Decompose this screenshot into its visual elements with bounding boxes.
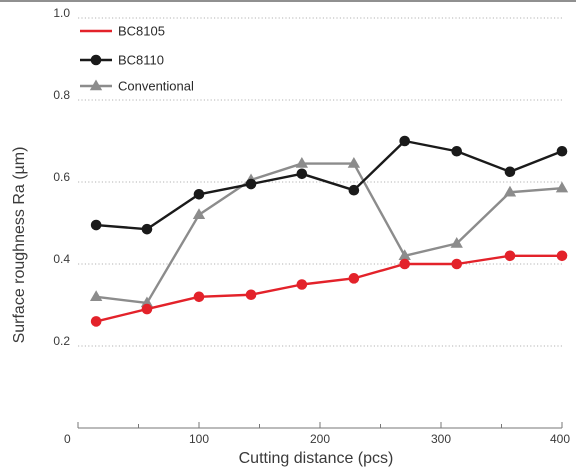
series-group xyxy=(89,135,569,327)
data-point-bc8110-5 xyxy=(348,184,360,196)
legend-label-conventional: Conventional xyxy=(118,79,194,94)
data-point-conventional-1 xyxy=(140,296,154,308)
data-point-bc8105-9 xyxy=(556,250,568,262)
series-bc8110 xyxy=(90,135,568,235)
legend-label-bc8105: BC8105 xyxy=(118,24,165,39)
data-point-conventional-6 xyxy=(398,249,411,261)
data-point-bc8105-0 xyxy=(90,316,102,327)
legend-marker-conventional xyxy=(89,79,103,91)
legend-label-bc8110: BC8110 xyxy=(118,53,164,68)
data-point-bc8110-8 xyxy=(504,166,516,178)
x-tick-label-1: 100 xyxy=(189,432,209,446)
x-tick-label-0: 0 xyxy=(64,432,71,446)
data-point-bc8110-6 xyxy=(399,135,411,147)
data-point-bc8105-6 xyxy=(399,258,411,270)
x-tick-label-2: 200 xyxy=(310,432,330,446)
data-point-bc8110-9 xyxy=(556,145,568,157)
data-point-bc8110-4 xyxy=(296,168,308,180)
y-tick-label-2: 0.6 xyxy=(53,170,70,184)
y-tick-label-0: 0.2 xyxy=(53,334,70,348)
data-point-bc8105-2 xyxy=(193,291,205,303)
y-axis-title: Surface roughness Ra (µm) xyxy=(11,147,28,344)
y-tick-label-3: 0.8 xyxy=(53,88,70,102)
x-axis-title: Cutting distance (pcs) xyxy=(239,450,394,467)
series-conventional xyxy=(89,157,569,308)
x-axis-ticks: 0 100 200 300 400 xyxy=(64,422,570,446)
data-point-bc8105-1 xyxy=(141,303,153,315)
x-tick-label-3: 300 xyxy=(431,432,451,446)
data-point-conventional-8 xyxy=(503,185,517,197)
x-tick-label-4: 400 xyxy=(550,432,570,446)
series-bc8105 xyxy=(90,250,568,327)
series-line-bc8110 xyxy=(96,139,563,231)
data-point-conventional-9 xyxy=(555,181,569,193)
data-point-bc8110-0 xyxy=(90,219,102,231)
data-point-bc8110-7 xyxy=(451,145,463,157)
series-line-conventional xyxy=(96,162,563,305)
data-point-conventional-2 xyxy=(192,208,206,220)
data-point-conventional-0 xyxy=(89,290,103,302)
grid-lines xyxy=(78,17,562,347)
data-point-bc8110-3 xyxy=(245,178,257,190)
legend: BC8105 BC8110 Conventional xyxy=(80,24,194,94)
data-point-conventional-7 xyxy=(450,237,463,248)
y-tick-label-1: 0.4 xyxy=(53,252,70,266)
y-axis-ticks: 0.2 0.4 0.6 0.8 1.0 xyxy=(53,6,70,348)
data-point-bc8105-4 xyxy=(296,279,308,290)
data-point-bc8110-1 xyxy=(141,223,153,235)
series-line-bc8105 xyxy=(95,254,562,323)
data-point-bc8105-8 xyxy=(504,250,516,262)
data-point-bc8105-3 xyxy=(245,289,257,301)
legend-marker-bc8110 xyxy=(90,54,102,66)
data-point-bc8105-5 xyxy=(348,273,360,284)
data-point-bc8110-2 xyxy=(193,189,205,200)
data-point-conventional-4 xyxy=(295,157,309,168)
data-point-bc8105-7 xyxy=(451,258,463,270)
y-tick-label-4: 1.0 xyxy=(53,6,70,20)
data-point-conventional-5 xyxy=(347,157,361,168)
